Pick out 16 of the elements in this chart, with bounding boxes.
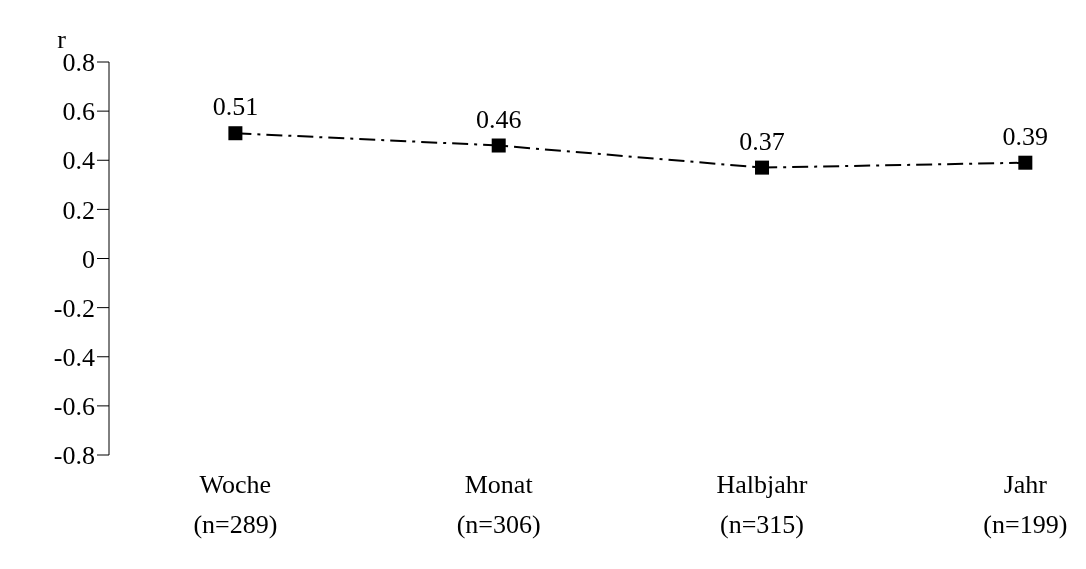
y-tick-label: -0.8 [53,441,95,471]
y-tick-label: 0.4 [62,146,95,176]
data-label: 0.46 [475,104,522,134]
x-tick-label: Monat (n=306) [456,470,541,539]
y-tick-label: -0.4 [53,342,95,372]
y-tick-label: 0.2 [62,195,95,225]
x-tick-label: Woche (n=289) [193,470,278,539]
y-tick-label: -0.6 [53,392,95,422]
x-tick-label: Halbjahr (n=315) [716,470,808,539]
data-label: 0.39 [1002,121,1049,151]
y-tick-label: -0.2 [53,293,95,323]
y-tick-label: 0 [82,244,95,274]
data-label: 0.37 [739,126,785,156]
x-tick-label: Jahr (n=199) [983,470,1068,539]
data-label: 0.51 [212,92,259,122]
y-tick-label: 0.6 [62,97,95,127]
